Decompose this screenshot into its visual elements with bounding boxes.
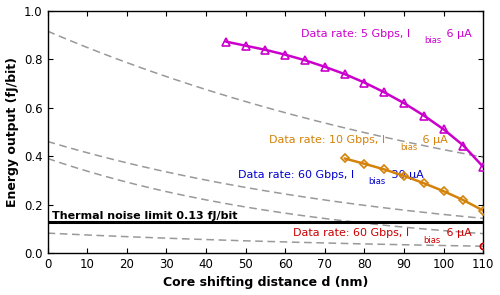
Text: 6 μA: 6 μA: [443, 228, 472, 238]
Text: bias: bias: [368, 178, 386, 186]
X-axis label: Core shifting distance d (nm): Core shifting distance d (nm): [162, 276, 368, 289]
Text: 30 μA: 30 μA: [388, 170, 424, 180]
Text: Data rate: 60 Gbps, I: Data rate: 60 Gbps, I: [238, 170, 354, 180]
Y-axis label: Energy output (fJ/bit): Energy output (fJ/bit): [6, 57, 18, 207]
Text: bias: bias: [400, 143, 417, 152]
Text: 6 μA: 6 μA: [443, 29, 472, 39]
Text: Thermal noise limit 0.13 fJ/bit: Thermal noise limit 0.13 fJ/bit: [52, 211, 237, 221]
Text: Data rate: 60 Gbps, I: Data rate: 60 Gbps, I: [293, 228, 410, 238]
Text: Data rate: 5 Gbps, I: Data rate: 5 Gbps, I: [301, 29, 410, 39]
Text: bias: bias: [424, 36, 441, 45]
Text: bias: bias: [424, 236, 441, 245]
Text: Data rate: 10 Gbps, I: Data rate: 10 Gbps, I: [270, 135, 386, 145]
Text: 6 μA: 6 μA: [420, 135, 448, 145]
